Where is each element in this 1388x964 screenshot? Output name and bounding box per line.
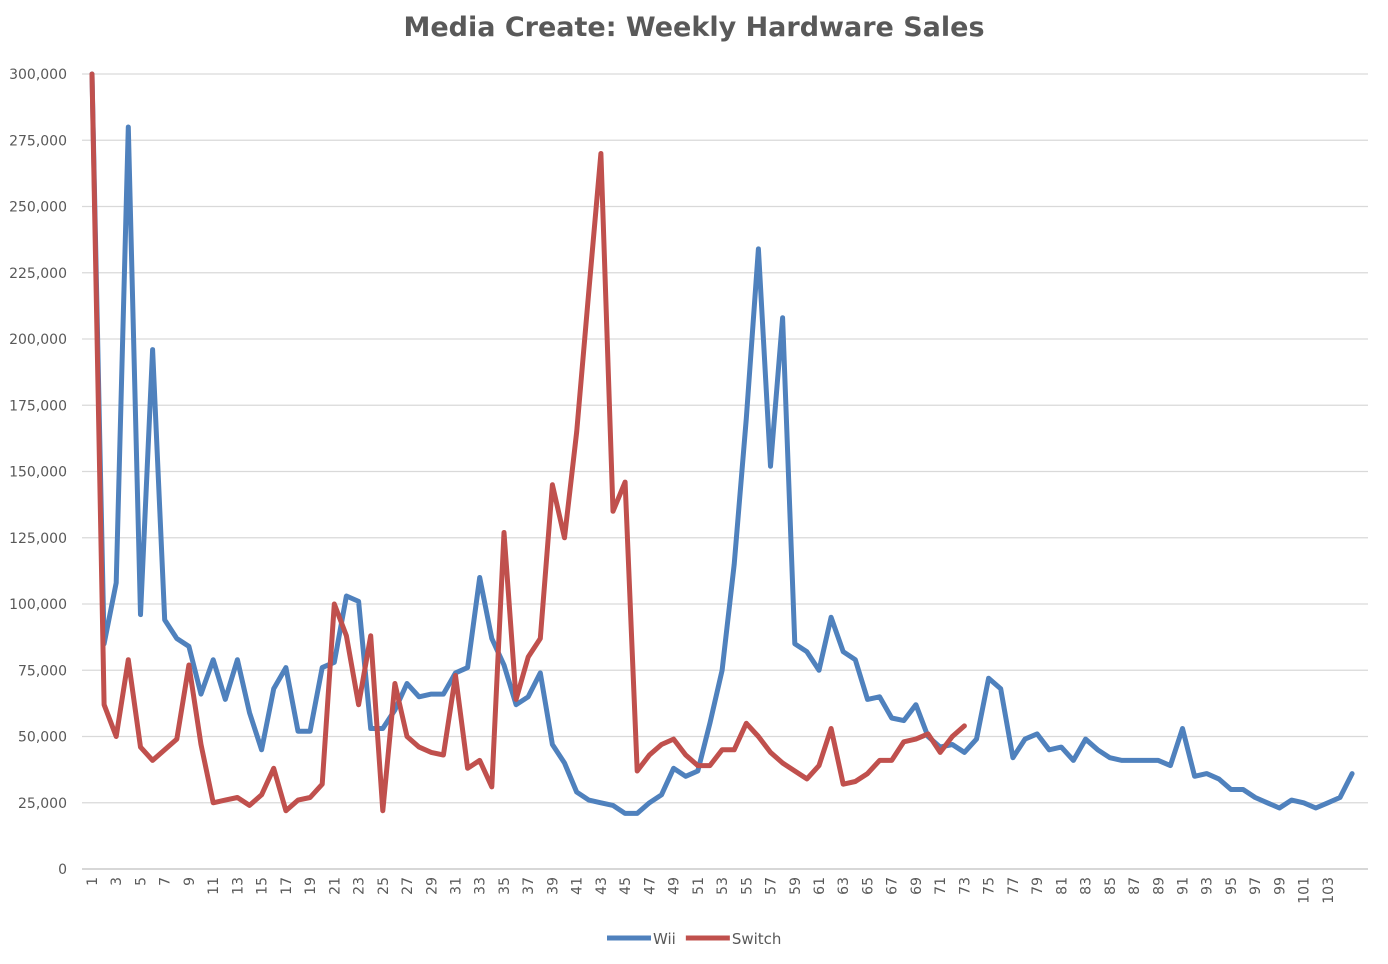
x-tick-label: 65 [860, 877, 876, 895]
x-tick-label: 35 [497, 877, 513, 895]
x-tick-label: 53 [715, 877, 731, 895]
series-line-wii [89, 71, 1355, 816]
x-tick-label: 51 [691, 877, 707, 895]
y-tick-label: 225,000 [9, 266, 67, 282]
x-tick-label: 29 [424, 877, 440, 895]
legend: Wii Switch [607, 930, 781, 948]
x-tick-label: 55 [739, 877, 755, 895]
x-tick-label: 27 [400, 877, 416, 895]
x-tick-label: 13 [230, 877, 246, 895]
x-tick-label: 49 [667, 877, 683, 895]
x-tick-label: 67 [885, 877, 901, 895]
x-tick-label: 9 [182, 877, 198, 886]
legend-label-wii: Wii [653, 930, 676, 948]
y-tick-label: 150,000 [9, 465, 67, 481]
x-tick-label: 11 [206, 877, 222, 895]
x-tick-label: 63 [836, 877, 852, 895]
y-tick-label: 125,000 [9, 531, 67, 547]
x-tick-label: 15 [255, 877, 271, 895]
y-tick-label: 75,000 [18, 663, 67, 679]
x-tick-label: 25 [376, 877, 392, 895]
x-tick-label: 33 [473, 877, 489, 895]
y-tick-label: 200,000 [9, 332, 67, 348]
y-tick-label: 100,000 [9, 597, 67, 613]
x-tick-label: 1 [85, 877, 101, 886]
x-tick-label: 17 [279, 877, 295, 895]
gridlines [82, 73, 1368, 870]
x-tick-label: 103 [1321, 877, 1337, 904]
x-tick-label: 57 [764, 877, 780, 895]
x-tick-label: 97 [1248, 877, 1264, 895]
x-tick-label: 39 [545, 877, 561, 895]
series-lines [89, 71, 1355, 816]
x-tick-label: 95 [1224, 877, 1240, 895]
x-tick-label: 93 [1200, 877, 1216, 895]
x-tick-label: 101 [1297, 877, 1313, 904]
y-tick-label: 300,000 [9, 67, 67, 83]
x-tick-label: 7 [158, 877, 174, 886]
x-tick-label: 43 [594, 877, 610, 895]
y-axis-ticks: 0 25,000 50,000 75,000 100,000 125,000 150,000… [9, 67, 67, 878]
x-tick-label: 47 [642, 877, 658, 895]
chart-title: Media Create: Weekly Hardware Sales [403, 12, 985, 43]
y-tick-label: 25,000 [18, 796, 67, 812]
x-tick-label: 23 [352, 877, 368, 895]
x-tick-label: 19 [303, 877, 319, 895]
x-tick-label: 61 [812, 877, 828, 895]
y-tick-label: 275,000 [9, 133, 67, 149]
x-tick-label: 37 [521, 877, 537, 895]
x-tick-label: 83 [1079, 877, 1095, 895]
x-tick-label: 99 [1272, 877, 1288, 895]
x-tick-label: 77 [1006, 877, 1022, 895]
x-tick-label: 69 [909, 877, 925, 895]
y-tick-label: 250,000 [9, 200, 67, 216]
x-tick-label: 87 [1127, 877, 1143, 895]
x-tick-label: 75 [982, 877, 998, 895]
x-axis-ticks: 1 3 5 7 9 11 13 15 17 19 21 23 25 27 29 31 33 35 37 39 41 43 4… [85, 877, 1337, 904]
x-tick-label: 81 [1054, 877, 1070, 895]
x-tick-label: 89 [1151, 877, 1167, 895]
x-tick-label: 3 [109, 877, 125, 886]
y-tick-label: 0 [58, 862, 67, 878]
x-tick-label: 85 [1103, 877, 1119, 895]
series-line-switch [89, 71, 967, 814]
x-tick-label: 5 [133, 877, 149, 886]
y-tick-label: 50,000 [18, 730, 67, 746]
x-tick-label: 59 [788, 877, 804, 895]
x-tick-label: 73 [957, 877, 973, 895]
x-tick-label: 79 [1030, 877, 1046, 895]
y-tick-label: 175,000 [9, 398, 67, 414]
legend-label-switch: Switch [732, 930, 782, 948]
x-tick-label: 91 [1175, 877, 1191, 895]
x-tick-label: 31 [448, 877, 464, 895]
x-tick-label: 71 [933, 877, 949, 895]
x-tick-label: 41 [570, 877, 586, 895]
x-tick-label: 21 [327, 877, 343, 895]
x-tick-label: 45 [618, 877, 634, 895]
